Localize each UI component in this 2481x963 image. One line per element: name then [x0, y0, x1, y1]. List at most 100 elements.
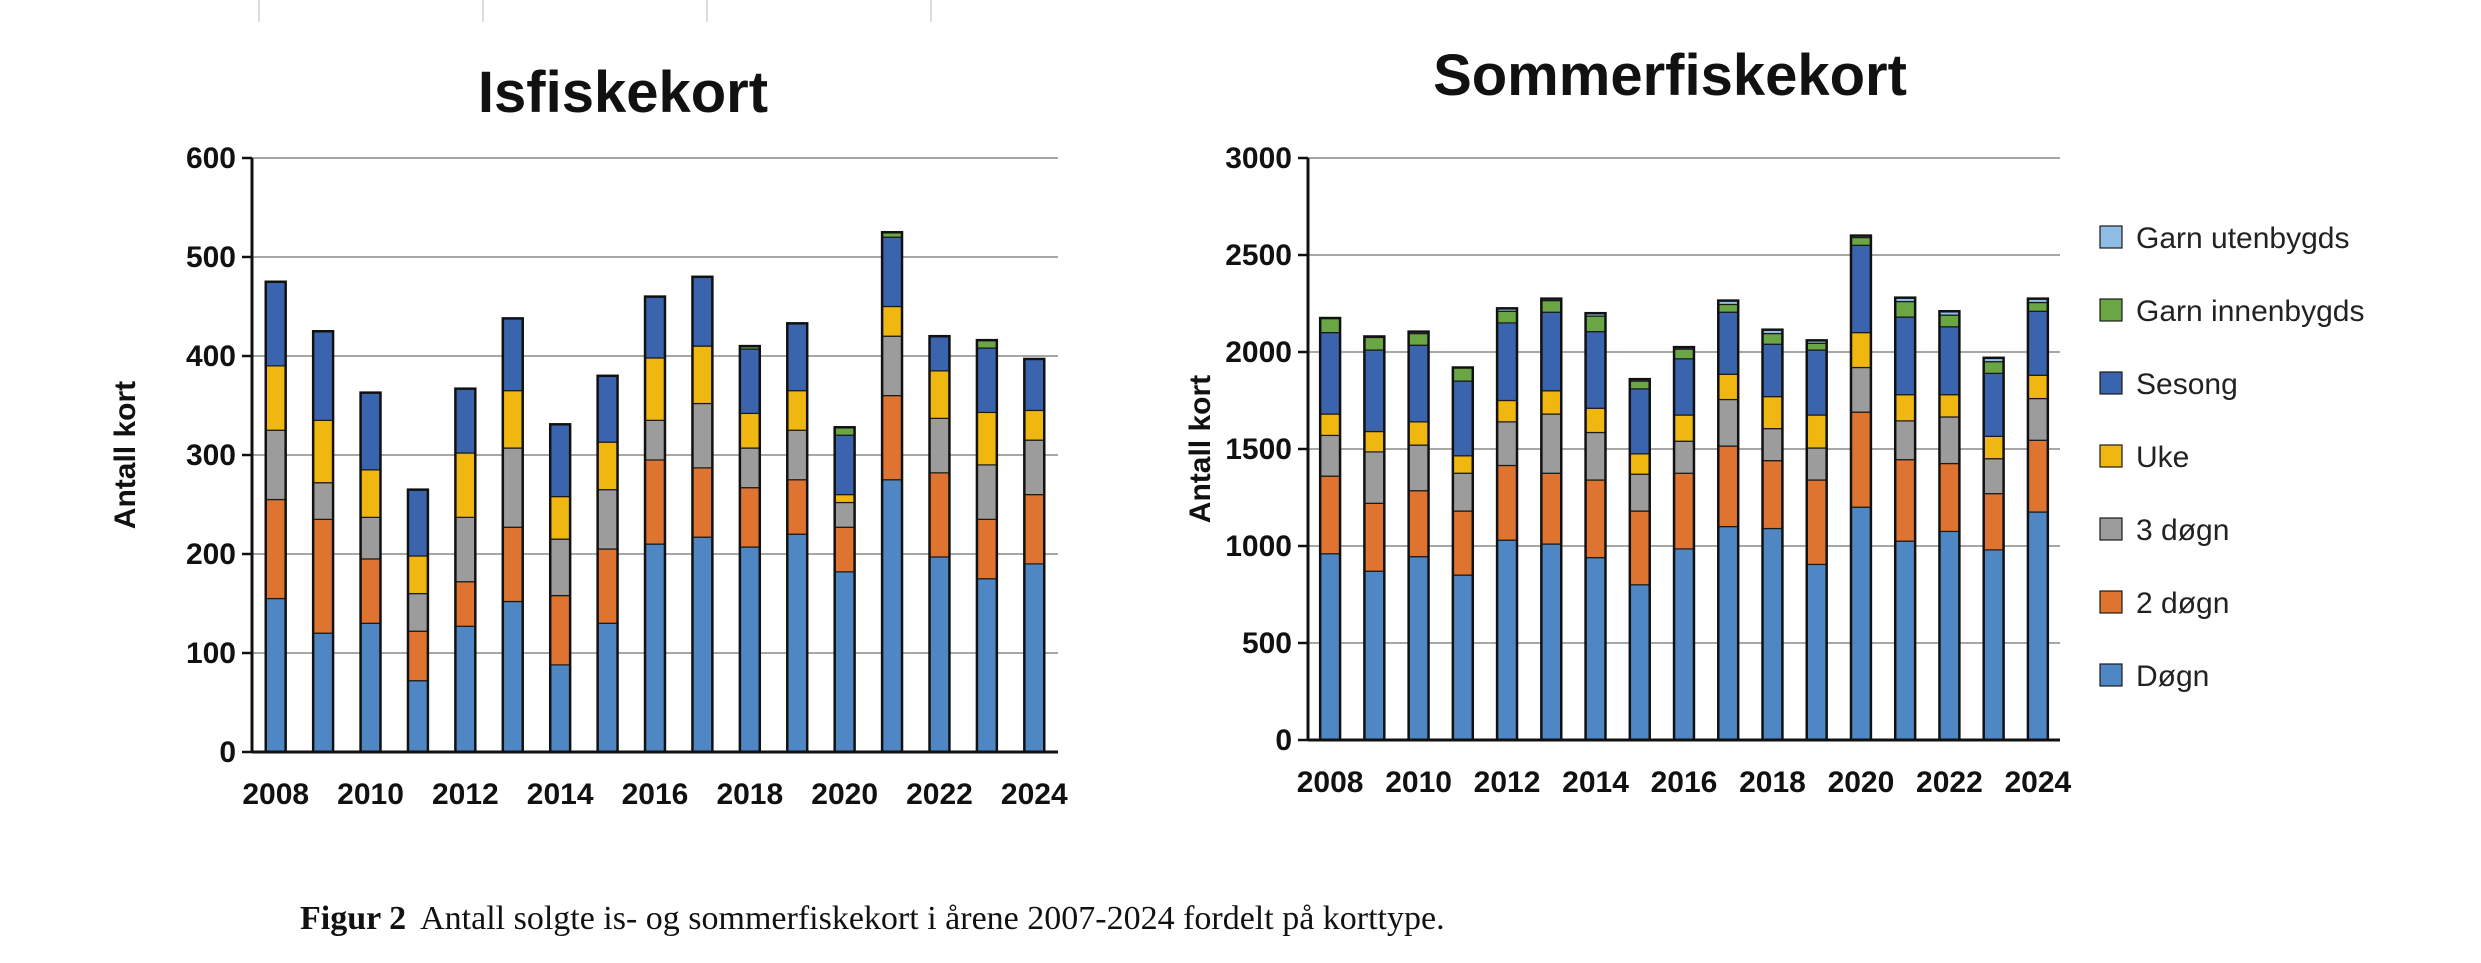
chart2-bar-dogn-2021: [1894, 540, 1916, 741]
chart1-bar-3-dogn-2016: [644, 419, 666, 461]
chart1-bar-3-dogn-2015: [597, 489, 619, 550]
chart1-x-tick-label: 2020: [811, 778, 878, 811]
chart2-bar-sesong-2021: [1894, 316, 1916, 396]
chart2-bar-uke-2008: [1319, 413, 1341, 437]
caption-label: Figur 2: [300, 900, 407, 937]
chart1-y-tick-label: 100: [186, 637, 236, 670]
chart2-bar-garn-innenbygds-2009: [1363, 336, 1385, 351]
chart1-bar-uke-2011: [407, 555, 429, 595]
chart2-bar-uke-2019: [1806, 414, 1828, 449]
chart2-bar-dogn-2014: [1584, 557, 1607, 741]
chart2-bar-dogn-2017: [1717, 525, 1739, 741]
chart2-bar-3-dogn-2010: [1408, 444, 1430, 492]
chart2-legend-swatch-dogn: [2099, 663, 2123, 687]
chart2-legend-label-3-dogn: 3 døgn: [2136, 514, 2229, 547]
chart2-bar-3-dogn-2011: [1452, 472, 1474, 512]
chart1-bar-uke-2016: [644, 357, 666, 421]
chart1-bar-3-dogn-2009: [312, 482, 334, 520]
chart2-bar-uke-2013: [1540, 390, 1562, 415]
chart2-bar-dogn-2022: [1938, 530, 1960, 741]
chart1-title: Isfiskekort: [478, 60, 768, 125]
chart1-bar-2-dogn-2021: [881, 395, 903, 481]
chart2-x-tick-label: 2008: [1297, 766, 1364, 799]
chart2-bar-dogn-2015: [1629, 584, 1651, 741]
chart2-bar-2-dogn-2008: [1319, 475, 1341, 555]
chart2-y-tick-label: 2500: [1225, 239, 1292, 272]
chart1-x-tick-label: 2010: [337, 778, 404, 811]
chart1-bar-uke-2014: [549, 495, 571, 540]
chart2-bar-2-dogn-2019: [1806, 479, 1828, 566]
chart2-bar-dogn-2019: [1806, 563, 1828, 741]
chart2-bar-sesong-2009: [1363, 349, 1385, 433]
chart1-bar-uke-2008: [265, 365, 287, 431]
chart2-bar-sesong-2017: [1717, 311, 1739, 375]
chart2-legend-label-uke: Uke: [2136, 441, 2189, 474]
chart2-bar-2-dogn-2018: [1761, 460, 1784, 530]
chart2-bar-dogn-2011: [1452, 574, 1474, 741]
chart2-x-tick-label: 2016: [1651, 766, 1718, 799]
chart1-y-tick-label: 0: [219, 736, 236, 769]
chart2-bar-garn-innenbygds-2020: [1850, 236, 1872, 246]
chart2-bar-2-dogn-2011: [1452, 510, 1474, 576]
chart1-bar-3-dogn-2010: [359, 516, 382, 560]
chart1-bar-3-dogn-2012: [454, 516, 476, 583]
chart2-bar-sesong-2020: [1850, 244, 1872, 334]
chart2-bar-dogn-2016: [1673, 548, 1695, 741]
chart2-y-axis-label: Antall kort: [1184, 375, 1217, 523]
chart1-x-tick-label: 2024: [1001, 778, 1068, 811]
chart2-legend-swatch-garn-innenbygds: [2099, 298, 2123, 322]
chart1-bar-2-dogn-2016: [644, 459, 666, 545]
chart1-bar-sesong-2013: [502, 317, 524, 392]
chart2-bar-3-dogn-2018: [1761, 428, 1784, 462]
chart2-bar-2-dogn-2023: [1983, 493, 2005, 551]
chart2-x-tick-label: 2014: [1562, 766, 1629, 799]
chart1-bar-2-dogn-2013: [502, 526, 524, 603]
chart2-bar-garn-innenbygds-2015: [1629, 380, 1651, 390]
chart1-x-tick-label: 2022: [906, 778, 973, 811]
chart1-bar-uke-2021: [881, 305, 903, 337]
chart2-bar-dogn-2010: [1408, 556, 1430, 741]
chart1-bar-sesong-2020: [834, 434, 856, 496]
chart1-bar-dogn-2008: [265, 597, 287, 753]
chart2-bar-2-dogn-2022: [1938, 462, 1960, 533]
chart1-bar-dogn-2021: [881, 479, 903, 753]
chart2-bar-3-dogn-2014: [1584, 431, 1607, 481]
chart2-bar-garn-innenbygds-2010: [1408, 332, 1430, 346]
chart1-bar-dogn-2017: [691, 536, 713, 753]
chart1-bar-3-dogn-2023: [976, 464, 998, 520]
chart2-bar-2-dogn-2014: [1584, 479, 1607, 559]
chart2-bar-3-dogn-2020: [1850, 366, 1872, 413]
chart1-bar-dogn-2024: [1023, 563, 1045, 753]
chart1-bar-dogn-2019: [786, 533, 808, 753]
top-border-mark-4: [930, 0, 932, 22]
chart2-bar-3-dogn-2021: [1894, 420, 1916, 461]
chart2-bar-sesong-2010: [1408, 344, 1430, 423]
chart2-legend-swatch-3-dogn: [2099, 517, 2123, 541]
chart2-y-tick-label: 2000: [1225, 336, 1292, 369]
chart2-bar-garn-innenbygds-2013: [1540, 299, 1562, 313]
chart1-bar-2-dogn-2014: [549, 594, 571, 666]
chart1-bar-3-dogn-2018: [739, 447, 761, 489]
chart1-bar-uke-2009: [312, 419, 334, 484]
chart2-y-tick-label: 500: [1242, 627, 1292, 660]
chart2-bar-uke-2012: [1496, 399, 1518, 423]
chart2-bar-dogn-2008: [1319, 553, 1341, 741]
chart1-bar-3-dogn-2017: [691, 402, 713, 469]
chart2-bar-garn-innenbygds-2012: [1496, 310, 1518, 324]
chart2-bar-sesong-2019: [1806, 349, 1828, 416]
chart2-x-tick-label: 2024: [2005, 766, 2072, 799]
chart2-bar-garn-innenbygds-2016: [1673, 348, 1695, 360]
chart2-bar-sesong-2012: [1496, 322, 1518, 402]
chart2-bar-uke-2017: [1717, 373, 1739, 401]
chart2-legend-swatch-sesong: [2099, 371, 2123, 395]
chart2-bar-3-dogn-2024: [2027, 397, 2049, 441]
chart2-bar-garn-innenbygds-2019: [1806, 342, 1828, 351]
chart2-bar-2-dogn-2015: [1629, 510, 1651, 586]
chart1-bar-dogn-2020: [834, 571, 856, 753]
chart2-bar-3-dogn-2022: [1938, 416, 1960, 465]
chart1-bar-3-dogn-2008: [265, 429, 287, 501]
chart1-bar-sesong-2018: [739, 348, 761, 415]
chart1-bar-uke-2017: [691, 345, 713, 405]
chart2-bar-uke-2020: [1850, 332, 1872, 369]
chart2-bar-sesong-2008: [1319, 332, 1341, 415]
